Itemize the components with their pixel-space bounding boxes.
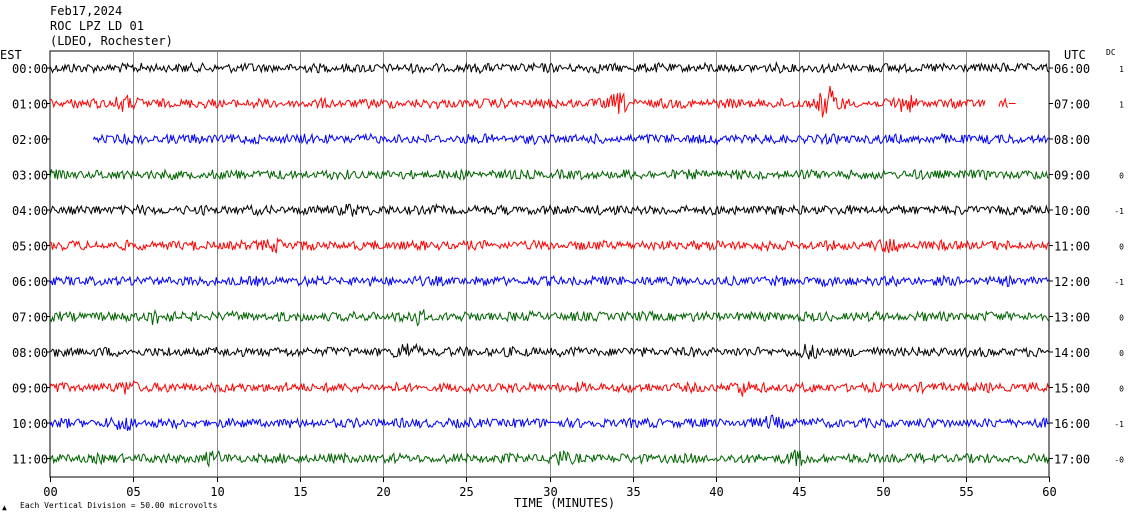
- trace-line: [50, 342, 1050, 360]
- trace-line: [92, 132, 1049, 146]
- est-label: 02:00: [12, 133, 48, 147]
- dc-value: 0: [1119, 314, 1124, 323]
- station-code: ROC LPZ LD 01: [50, 19, 144, 33]
- dc-value: 0: [1119, 243, 1124, 252]
- trace-line: [49, 274, 1050, 288]
- dc-value: -1: [1114, 207, 1124, 216]
- est-label: 08:00: [12, 346, 48, 360]
- x-tick-label-60: 60: [1042, 485, 1056, 499]
- est-label: 03:00: [12, 169, 48, 183]
- x-axis-title: TIME (MINUTES): [514, 496, 616, 510]
- dc-value: -0: [1114, 456, 1124, 465]
- x-tick-label-35: 35: [626, 485, 640, 499]
- utc-label: 14:00: [1054, 346, 1090, 360]
- est-label: 07:00: [12, 311, 48, 325]
- corner-mark-icon: ▲: [2, 503, 7, 512]
- utc-label: 12:00: [1054, 275, 1090, 289]
- dc-value: 1: [1119, 101, 1124, 110]
- trace-line: [49, 168, 1049, 182]
- x-tick-label-25: 25: [459, 485, 473, 499]
- x-tick-label-50: 50: [876, 485, 890, 499]
- utc-label: 15:00: [1054, 382, 1090, 396]
- trace-line: [49, 308, 1050, 327]
- dc-value: -1: [1114, 420, 1124, 429]
- utc-label: 07:00: [1054, 98, 1090, 112]
- trace-line: [49, 449, 1050, 468]
- utc-label: 09:00: [1054, 169, 1090, 183]
- trace-group: [49, 60, 1050, 468]
- utc-label: 10:00: [1054, 204, 1090, 218]
- dc-column-label: DC: [1106, 48, 1116, 57]
- dc-value: 0: [1119, 385, 1124, 394]
- utc-label: 11:00: [1054, 240, 1090, 254]
- trace-line: [49, 414, 1050, 431]
- est-axis-label: EST: [0, 48, 22, 62]
- network-label: (LDEO, Rochester): [50, 34, 173, 48]
- utc-label: 06:00: [1054, 62, 1090, 76]
- dc-value: 0: [1119, 172, 1124, 181]
- x-tick-label-55: 55: [959, 485, 973, 499]
- dc-value: 1: [1119, 65, 1124, 74]
- x-tick-label-20: 20: [376, 485, 390, 499]
- x-tick-label-40: 40: [709, 485, 723, 499]
- x-tick-label-15: 15: [293, 485, 307, 499]
- trace-line: [49, 60, 1050, 75]
- utc-label: 17:00: [1054, 453, 1090, 467]
- trace-line: [998, 97, 1009, 108]
- scale-note: Each Vertical Division = 50.00 microvolt…: [20, 501, 218, 510]
- est-label: 11:00: [12, 453, 48, 467]
- est-label: 00:00: [12, 62, 48, 76]
- x-tick-label-10: 10: [210, 485, 224, 499]
- x-tick-label-05: 05: [126, 485, 140, 499]
- est-label: 01:00: [12, 98, 48, 112]
- x-tick-label-30: 30: [543, 485, 557, 499]
- x-tick-label-45: 45: [792, 485, 806, 499]
- utc-label: 16:00: [1054, 417, 1090, 431]
- est-label: 05:00: [12, 240, 48, 254]
- dc-value: -1: [1114, 278, 1124, 287]
- est-label: 09:00: [12, 382, 48, 396]
- utc-label: 13:00: [1054, 311, 1090, 325]
- trace-line: [49, 237, 1050, 254]
- est-label: 06:00: [12, 275, 48, 289]
- est-label: 10:00: [12, 417, 48, 431]
- est-label: 04:00: [12, 204, 48, 218]
- plot-date: Feb17,2024: [50, 4, 123, 18]
- plot-frame: [49, 50, 1050, 478]
- dc-value: 0: [1119, 349, 1124, 358]
- trace-line: [49, 202, 1050, 217]
- trace-line: [49, 379, 1050, 397]
- trace-line: [49, 85, 986, 118]
- utc-axis-label: UTC: [1064, 48, 1086, 62]
- x-tick-label-00: 00: [43, 485, 57, 499]
- grid-lines: [46, 50, 1053, 482]
- utc-label: 08:00: [1054, 133, 1090, 147]
